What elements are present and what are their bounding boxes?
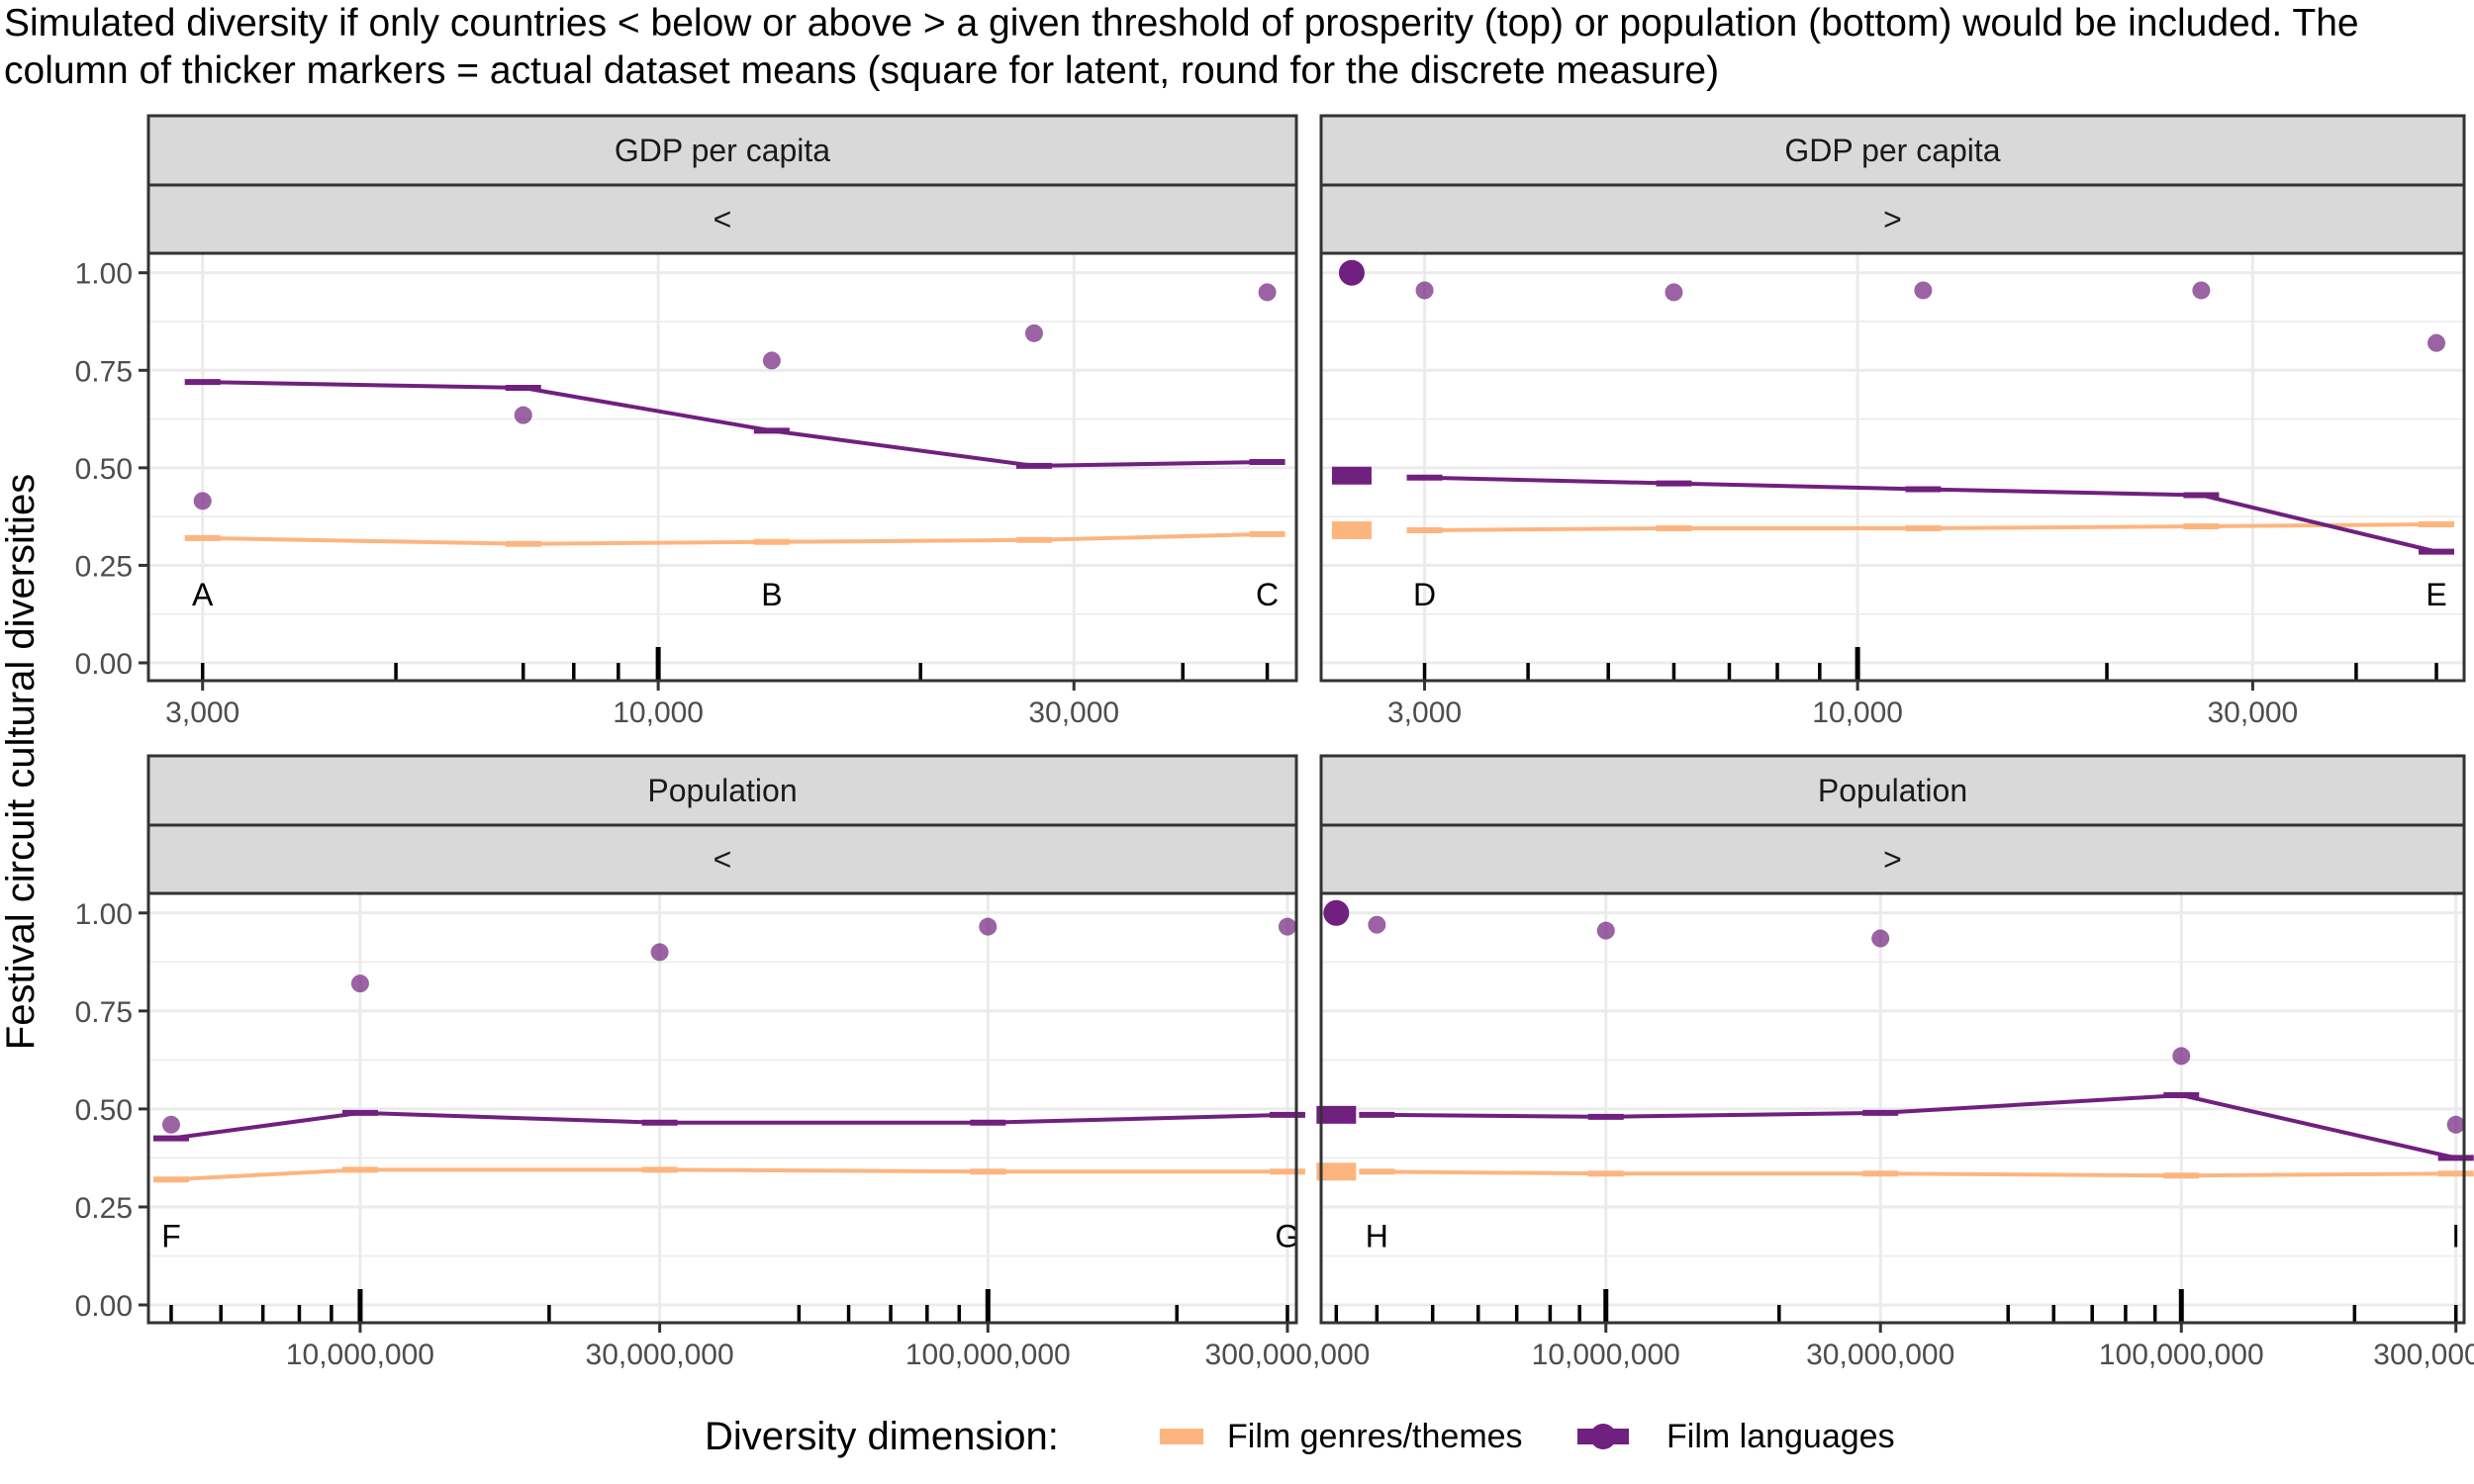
x-tick-label: 100,000,000 xyxy=(2099,1339,2264,1371)
discrete-languages-point xyxy=(1415,281,1434,300)
y-tick-label: 0.25 xyxy=(75,1192,133,1225)
discrete-languages-point xyxy=(2427,333,2446,352)
strip-variable xyxy=(1319,754,2466,827)
discrete-languages-point xyxy=(2172,1047,2191,1066)
strip-variable xyxy=(146,754,1298,827)
actual-mean-genres-square xyxy=(1331,520,1372,539)
discrete-languages-point xyxy=(979,917,998,936)
strip-direction-label: > xyxy=(1883,842,1902,878)
point-letter-label: H xyxy=(1366,1219,1388,1254)
legend-label-languages: Film languages xyxy=(1666,1418,1895,1455)
x-tick-label: 10,000,000 xyxy=(1532,1339,1680,1371)
x-tick-label: 10,000 xyxy=(1812,696,1903,729)
discrete-languages-point xyxy=(514,406,532,424)
x-tick-label: 30,000 xyxy=(1028,696,1119,729)
x-tick-label: 100,000,000 xyxy=(905,1339,1071,1371)
discrete-languages-point xyxy=(762,351,781,370)
strip-variable-label: GDP per capita xyxy=(1784,133,2000,168)
discrete-languages-point xyxy=(1258,283,1277,302)
discrete-languages-point xyxy=(1596,921,1615,940)
legend-title: Diversity dimension: xyxy=(705,1415,1059,1458)
x-tick-label: 30,000,000 xyxy=(1806,1339,1954,1371)
strip-variable-label: Population xyxy=(1818,773,1967,808)
point-letter-label: I xyxy=(2451,1219,2460,1254)
chart-title: Simulated diversity if only countries < … xyxy=(4,2,2359,92)
strip-direction xyxy=(146,823,1298,895)
strip-direction-label: > xyxy=(1883,202,1902,237)
legend-key-languages-dot xyxy=(1590,1424,1616,1449)
discrete-languages-point xyxy=(350,974,369,993)
panel-border xyxy=(1319,251,2466,683)
point-letter-label: C xyxy=(1256,577,1279,612)
y-tick-label: 0.00 xyxy=(75,1290,133,1323)
strip-direction xyxy=(146,183,1298,255)
y-tick-label: 0.50 xyxy=(75,1094,133,1127)
point-letter-label: E xyxy=(2426,577,2446,612)
discrete-languages-point xyxy=(193,492,212,510)
discrete-languages-point xyxy=(1665,283,1683,302)
discrete-languages-point xyxy=(1278,917,1296,936)
y-tick-label: 1.00 xyxy=(75,898,133,931)
y-axis-title: Festival circuit cultural diversities xyxy=(0,474,43,1050)
x-tick-label: 10,000,000 xyxy=(286,1339,434,1371)
discrete-languages-point xyxy=(2192,281,2211,300)
x-tick-label: 3,000 xyxy=(165,696,239,729)
actual-mean-discrete-circle xyxy=(1338,259,1365,286)
x-tick-label: 3,000 xyxy=(1387,696,1462,729)
legend-label-genres: Film genres/themes xyxy=(1227,1418,1523,1455)
panel-1: GDP per capita < A B C 0.00 0.25 0.50 0.75 1.00 3,… xyxy=(75,114,1298,729)
y-tick-label: 0.00 xyxy=(75,648,133,681)
discrete-languages-point xyxy=(1914,281,1933,300)
strip-direction-label: < xyxy=(714,842,732,878)
point-letter-label: A xyxy=(192,577,214,612)
x-tick-label: 30,000,000 xyxy=(586,1339,734,1371)
y-tick-label: 0.50 xyxy=(75,453,133,486)
point-letter-label: D xyxy=(1413,577,1436,612)
discrete-languages-point xyxy=(2446,1115,2465,1134)
point-letter-label: B xyxy=(761,577,782,612)
panel-3: Population<F G0.000.250.500.751.0010,000,… xyxy=(75,754,1371,1371)
x-tick-label: 300,000,000 xyxy=(2373,1339,2474,1371)
legend: Diversity dimension: Film genres/themes Fi… xyxy=(705,1415,1895,1458)
x-tick-label: 10,000 xyxy=(613,696,704,729)
discrete-languages-point xyxy=(1368,915,1386,934)
discrete-languages-point xyxy=(1024,324,1043,342)
strip-variable-label: Population xyxy=(647,773,797,808)
discrete-languages-point xyxy=(161,1115,180,1134)
x-tick-label: 30,000 xyxy=(2207,696,2298,729)
y-tick-label: 0.25 xyxy=(75,550,133,583)
strip-variable xyxy=(146,114,1298,187)
x-tick-label: 300,000,000 xyxy=(1205,1339,1371,1371)
discrete-languages-point xyxy=(1871,929,1890,948)
y-tick-label: 1.00 xyxy=(75,258,133,291)
strip-variable-label: GDP per capita xyxy=(615,133,830,168)
panel-4: Population > H I 10,000,000 30,000,000 100,000… xyxy=(1316,754,2474,1371)
actual-mean-discrete-circle xyxy=(1323,899,1350,926)
actual-mean-genres-square xyxy=(1316,1162,1357,1181)
point-letter-label: F xyxy=(161,1219,181,1254)
actual-mean-languages-square xyxy=(1316,1105,1357,1124)
panel-2: GDP per capita > D E 3,000 10,000 30,000 xyxy=(1319,114,2466,729)
y-tick-label: 0.75 xyxy=(75,355,133,388)
y-tick-label: 0.75 xyxy=(75,996,133,1029)
strip-direction-label: < xyxy=(714,202,732,237)
actual-mean-languages-square xyxy=(1331,466,1372,485)
discrete-languages-point xyxy=(650,943,669,962)
panel-border xyxy=(1319,891,2466,1325)
legend-key-genres xyxy=(1160,1429,1203,1444)
